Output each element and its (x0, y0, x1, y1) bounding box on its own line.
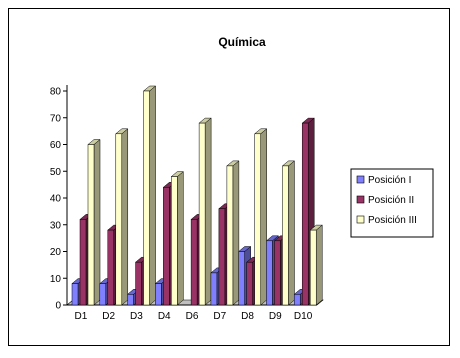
bar (309, 224, 323, 306)
legend-label: Posición I (368, 175, 411, 186)
chart-frame: Química 0 10 20 30 40 50 60 70 80 D1 D2 D3 D4 D6 D7 D8 D… (8, 8, 450, 346)
y-tick-label: 60 (50, 140, 62, 151)
bar (115, 128, 129, 306)
y-tick-label: 0 (55, 301, 61, 312)
y-tick-label: 10 (50, 274, 62, 285)
bar (142, 85, 157, 306)
y-tick-label: 70 (50, 113, 62, 124)
legend-swatch (356, 175, 365, 184)
bar (198, 117, 212, 306)
x-tick-label: D10 (294, 311, 313, 322)
x-tick-label: D4 (158, 311, 171, 322)
bar (170, 171, 185, 306)
legend-item: Posición III (356, 215, 417, 226)
y-tick-label: 50 (50, 167, 62, 178)
x-tick-label: D3 (130, 311, 143, 322)
legend-item: Posición II (356, 195, 414, 206)
legend-label: Posición II (368, 195, 414, 206)
x-tick-label: D1 (74, 311, 87, 322)
x-tick-label: D9 (269, 311, 282, 322)
bar (226, 160, 240, 306)
x-tick-label: D6 (186, 311, 199, 322)
y-tick-label: 40 (50, 194, 62, 205)
legend-swatch (356, 195, 365, 204)
x-tick-label: D7 (213, 311, 226, 322)
y-tick-label: 80 (50, 87, 62, 98)
y-tick-label: 30 (50, 220, 62, 231)
y-tick-label: 20 (50, 247, 62, 258)
legend-box (350, 168, 434, 238)
bar (87, 138, 101, 306)
chart-title: Química (218, 35, 266, 49)
legend-label: Posición III (368, 215, 417, 226)
legend-item: Posición I (356, 175, 411, 186)
x-tick-label: D2 (102, 311, 115, 322)
bar (253, 128, 268, 306)
chart-svg: Química 0 10 20 30 40 50 60 70 80 D1 D2 D3 D4 D6 D7 D8 D… (50, 35, 434, 322)
x-tick-label: D8 (241, 311, 254, 322)
bar (281, 160, 296, 306)
legend-swatch (356, 215, 365, 224)
